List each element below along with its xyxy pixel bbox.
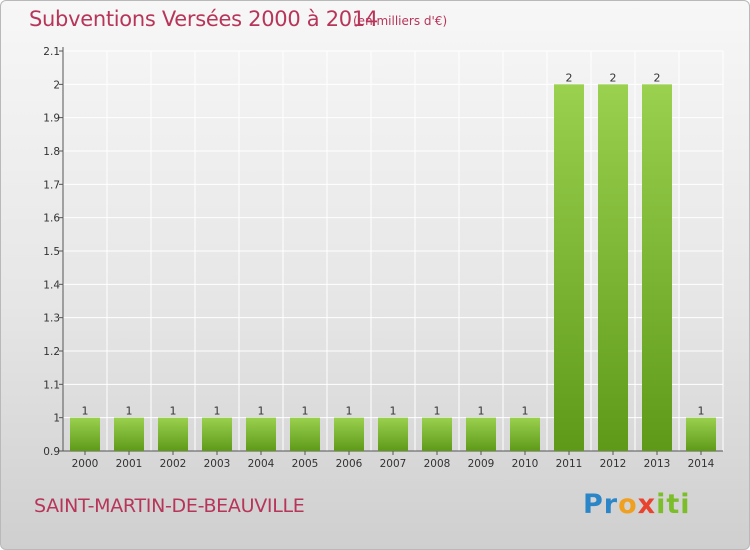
- bar: [158, 417, 188, 451]
- y-tick-label: 0.9: [43, 446, 60, 458]
- data-label: 1: [82, 405, 89, 418]
- y-tick-label: 1.5: [43, 246, 60, 258]
- bar: [334, 417, 364, 451]
- x-tick-label: 2001: [116, 458, 143, 470]
- y-tick-label: 1: [53, 413, 60, 425]
- labels: 1 2000 1 2001 1 2002 1 2003 1 2004 1 2005 1 2006 1 2007…: [72, 71, 715, 470]
- x-tick-label: 2011: [556, 458, 583, 470]
- data-label: 1: [126, 405, 133, 418]
- x-tick-label: 2008: [424, 458, 451, 470]
- data-label: 1: [434, 405, 441, 418]
- bar: [510, 417, 540, 451]
- bar: [114, 417, 144, 451]
- y-tick-label: 2: [53, 79, 60, 91]
- bar: [202, 417, 232, 451]
- y-tick-label: 1.8: [43, 146, 60, 158]
- y-tick-label: 1.4: [43, 279, 60, 291]
- data-label: 1: [302, 405, 309, 418]
- data-label: 1: [522, 405, 529, 418]
- x-tick-label: 2003: [204, 458, 231, 470]
- bar: [686, 417, 716, 451]
- bar: [554, 84, 584, 451]
- y-tick-label: 1.3: [43, 313, 60, 325]
- bar: [598, 84, 628, 451]
- data-label: 2: [566, 71, 573, 84]
- bar: [378, 417, 408, 451]
- proxiti-logo: Proxiti: [583, 489, 691, 520]
- x-tick-label: 2009: [468, 458, 495, 470]
- x-tick-label: 2005: [292, 458, 319, 470]
- data-label: 1: [258, 405, 265, 418]
- bar: [422, 417, 452, 451]
- x-tick-label: 2002: [160, 458, 187, 470]
- y-tick-label: 2.1: [43, 46, 60, 58]
- data-label: 1: [214, 405, 221, 418]
- x-tick-label: 2012: [600, 458, 627, 470]
- bar: [290, 417, 320, 451]
- chart-subtitle: (en milliers d'€): [353, 14, 448, 28]
- bar: [466, 417, 496, 451]
- x-tick-label: 2007: [380, 458, 407, 470]
- x-tick-label: 2006: [336, 458, 363, 470]
- y-tick-label: 1.2: [43, 346, 60, 358]
- x-tick-label: 2000: [72, 458, 99, 470]
- data-label: 1: [698, 405, 705, 418]
- chart-title: Subventions Versées 2000 à 2014: [29, 7, 378, 31]
- commune-name: SAINT-MARTIN-DE-BEAUVILLE: [34, 495, 305, 517]
- y-tick-label: 1.6: [43, 213, 60, 225]
- data-label: 1: [390, 405, 397, 418]
- bar: [246, 417, 276, 451]
- x-tick-label: 2010: [512, 458, 539, 470]
- x-tick-label: 2014: [688, 458, 715, 470]
- data-label: 1: [478, 405, 485, 418]
- data-label: 1: [346, 405, 353, 418]
- data-label: 2: [610, 71, 617, 84]
- y-tick-label: 1.9: [43, 113, 60, 125]
- bar: [70, 417, 100, 451]
- x-tick-label: 2013: [644, 458, 671, 470]
- data-label: 2: [654, 71, 661, 84]
- x-tick-label: 2004: [248, 458, 275, 470]
- y-tick-label: 1.7: [43, 179, 60, 191]
- bar: [642, 84, 672, 451]
- data-label: 1: [170, 405, 177, 418]
- bars: [70, 84, 716, 451]
- y-tick-label: 1.1: [43, 379, 60, 391]
